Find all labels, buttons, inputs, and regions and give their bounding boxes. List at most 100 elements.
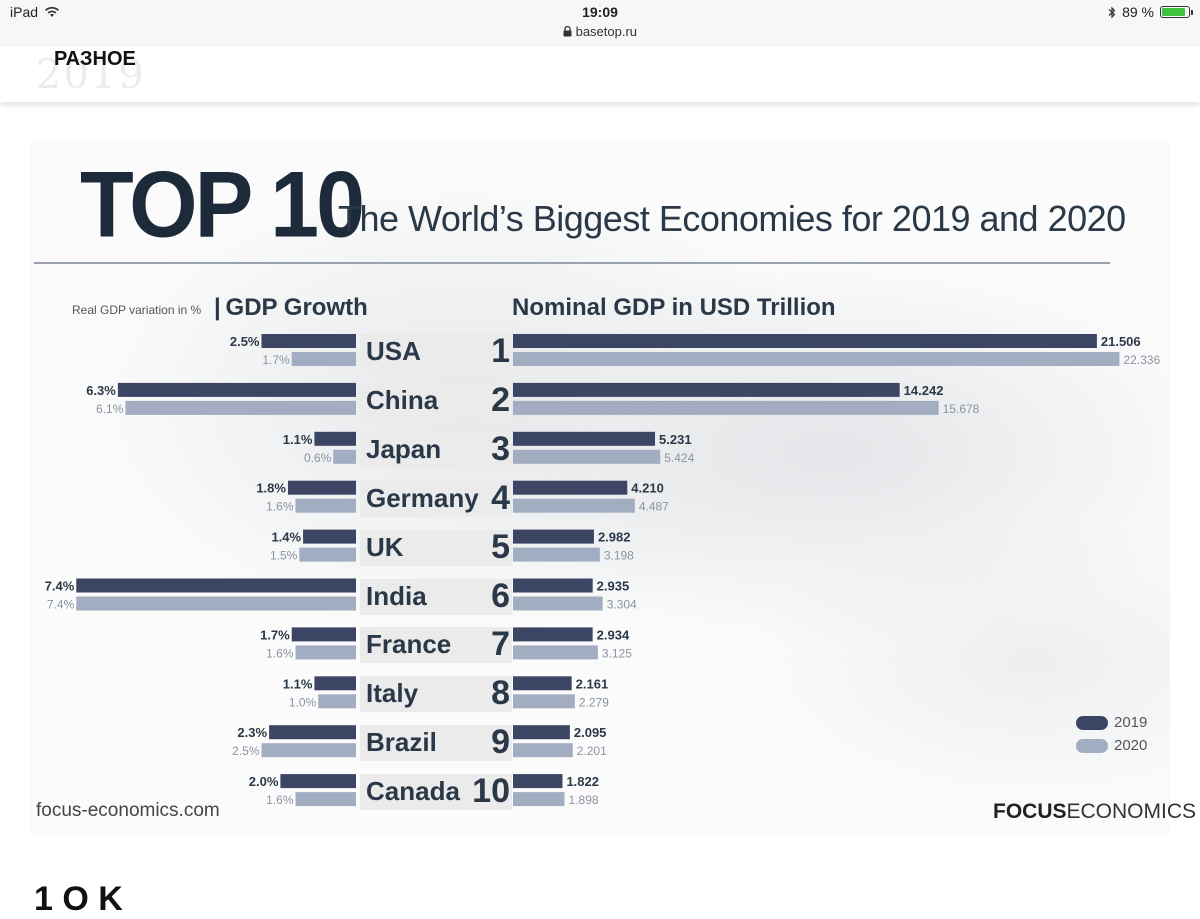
rank-label-india: 6: [491, 576, 510, 615]
growth-bar-2020-usa: [291, 352, 356, 366]
gdp-bar-2019-usa: [513, 334, 1097, 348]
rank-label-germany: 4: [491, 478, 510, 517]
gdp-label-2020-italy: 2.279: [579, 695, 609, 709]
rank-label-usa: 1: [491, 332, 510, 370]
url-text: basetop.ru: [575, 24, 638, 39]
growth-label-2020-usa: 1.7%: [262, 353, 290, 367]
growth-bar-2020-india: [76, 596, 356, 611]
gdp-label-2020-japan: 5.424: [664, 451, 694, 465]
country-band-canada: [360, 774, 512, 811]
gdp-label-2019-italy: 2.161: [576, 676, 609, 691]
gdp-axis-label: Nominal GDP in USD Trillion: [512, 294, 836, 321]
growth-bar-2019-germany: [287, 480, 356, 495]
gdp-bar-2019-italy: [513, 676, 572, 691]
status-time: 19:09: [582, 4, 618, 20]
country-band-india: [360, 578, 512, 615]
growth-bar-2020-uk: [299, 547, 356, 562]
brand-bold: FOCUS: [993, 800, 1067, 823]
country-label-china: China: [366, 384, 439, 415]
growth-bar-2019-france: [291, 627, 356, 642]
rank-label-china: 2: [491, 380, 510, 419]
growth-label-2019-india: 7.4%: [45, 579, 75, 594]
ios-status-bar: iPad 19:09 basetop.ru 89 %: [0, 0, 1200, 47]
growth-label-2020-italy: 1.0%: [289, 695, 317, 709]
growth-bar-2019-japan: [314, 431, 356, 446]
gdp-bar-2020-uk: [513, 547, 600, 562]
gdp-label-2019-india: 2.935: [597, 579, 630, 594]
legend-swatch-2019: [1076, 715, 1108, 730]
growth-label-2019-japan: 1.1%: [283, 432, 313, 447]
country-label-uk: UK: [366, 531, 404, 562]
growth-bar-2019-usa: [261, 334, 356, 348]
gdp-label-2019-canada: 1.822: [566, 774, 599, 789]
growth-bar-2019-brazil: [269, 725, 356, 740]
gdp-bar-2019-china: [513, 382, 900, 397]
country-label-brazil: Brazil: [366, 727, 437, 758]
country-label-usa: USA: [366, 336, 421, 366]
gdp-bar-2020-france: [513, 645, 598, 660]
source-label: focus-economics.com: [36, 800, 220, 821]
legend: 2019 2020: [1076, 714, 1147, 760]
growth-label-2019-brazil: 2.3%: [237, 725, 267, 740]
growth-bar-2020-germany: [295, 498, 356, 513]
bar-chart: 2.5%1.7%21.50622.3366.3%6.1%14.24215.678…: [45, 334, 1160, 807]
gdp-label-2020-usa: 22.336: [1123, 353, 1160, 367]
battery-percent: 89 %: [1122, 4, 1154, 20]
growth-bar-2020-china: [125, 400, 356, 415]
growth-label-2019-uk: 1.4%: [271, 530, 301, 545]
site-header: [0, 46, 1200, 102]
growth-label-2019-france: 1.7%: [260, 627, 290, 642]
gdp-bar-2019-canada: [513, 774, 563, 789]
legend-label-2019: 2019: [1114, 714, 1148, 731]
gdp-bar-2019-france: [513, 627, 593, 642]
country-band-uk: [360, 529, 512, 566]
growth-bar-2019-india: [76, 578, 356, 593]
gdp-bar-2019-germany: [513, 480, 628, 495]
gdp-label-2019-germany: 4.210: [631, 481, 664, 496]
growth-label-2019-germany: 1.8%: [256, 481, 286, 496]
country-label-italy: Italy: [366, 678, 419, 709]
growth-axis-label: | GDP Growth: [214, 294, 368, 321]
gdp-bar-2019-uk: [513, 529, 594, 544]
growth-label-2019-canada: 2.0%: [249, 774, 279, 789]
status-right: 89 %: [1108, 4, 1193, 20]
growth-label-2020-uk: 1.5%: [270, 549, 298, 563]
growth-label-2019-china: 6.3%: [86, 383, 116, 398]
gdp-bar-2019-india: [513, 578, 593, 593]
gdp-label-2019-japan: 5.231: [659, 432, 692, 447]
growth-label-2020-china: 6.1%: [96, 402, 124, 416]
infographic-image: [30, 140, 1170, 835]
growth-label-2020-brazil: 2.5%: [232, 744, 260, 758]
gdp-bar-2020-japan: [513, 449, 661, 464]
growth-axis-label-text: GDP Growth: [225, 294, 368, 321]
brand-logo: FOCUSECONOMICS: [993, 800, 1196, 824]
legend-label-2020: 2020: [1114, 737, 1148, 754]
status-left: iPad: [10, 4, 60, 20]
country-label-germany: Germany: [366, 482, 479, 513]
growth-label-2020-france: 1.6%: [266, 646, 294, 660]
growth-bar-2020-italy: [318, 694, 356, 709]
growth-label-2019-usa: 2.5%: [230, 334, 260, 349]
gdp-bar-2020-germany: [513, 498, 635, 513]
address-bar[interactable]: basetop.ru: [0, 24, 1200, 39]
growth-label-2020-india: 7.4%: [47, 598, 75, 612]
country-label-canada: Canada: [366, 776, 460, 807]
rank-label-brazil: 9: [491, 723, 510, 762]
growth-label-2020-canada: 1.6%: [266, 793, 294, 807]
lock-icon: [563, 25, 572, 37]
gdp-label-2020-china: 15.678: [943, 402, 980, 416]
legend-item-2019: 2019: [1076, 714, 1147, 731]
country-band-italy: [360, 676, 512, 713]
country-band-japan: [360, 431, 512, 468]
gdp-bar-2019-brazil: [513, 725, 570, 740]
gdp-label-2020-canada: 1.898: [569, 793, 599, 807]
title-divider: [34, 262, 1110, 264]
country-band-brazil: [360, 725, 512, 762]
gdp-label-2019-france: 2.934: [597, 627, 630, 642]
gdp-bar-2020-canada: [513, 792, 565, 807]
country-label-india: India: [366, 580, 427, 611]
gdp-bar-2020-usa: [513, 352, 1120, 366]
chart-title: The World’s Biggest Economies for 2019 a…: [338, 198, 1126, 239]
section-title[interactable]: РАЗНОЕ: [54, 48, 136, 70]
gdp-label-2019-brazil: 2.095: [574, 725, 607, 740]
